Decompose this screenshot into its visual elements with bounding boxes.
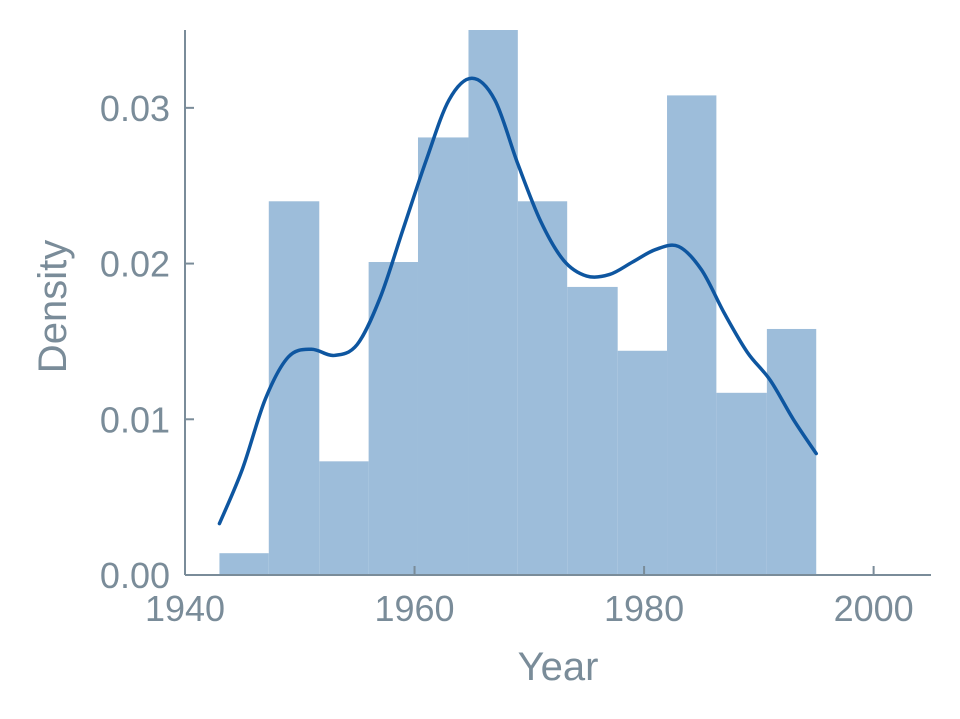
x-tick-label: 1960	[374, 588, 454, 629]
x-axis-ticks: 1940 1960 1980 2000	[145, 566, 914, 629]
y-tick-label: 0.02	[100, 244, 170, 285]
histogram-bar	[417, 137, 469, 575]
y-tick-label: 0.00	[100, 555, 170, 596]
x-tick-label: 1980	[604, 588, 684, 629]
y-tick-label: 0.01	[100, 399, 170, 440]
x-tick-label: 1940	[145, 588, 225, 629]
histogram-bar	[268, 201, 320, 576]
y-axis-title: Density	[31, 240, 75, 373]
x-axis-title: Year	[518, 645, 599, 689]
histogram-bar	[517, 201, 568, 576]
histogram-bar	[567, 286, 618, 575]
histogram-bar	[766, 328, 817, 575]
histogram-bar	[667, 95, 717, 576]
axes	[184, 30, 931, 576]
density-curve	[217, 76, 818, 526]
histogram-bar	[716, 392, 767, 575]
histogram-bar	[468, 30, 518, 575]
y-tick-label: 0.03	[100, 88, 170, 129]
histogram-bar	[219, 553, 269, 575]
x-tick-label: 2000	[834, 588, 914, 629]
histogram-bar	[617, 350, 668, 575]
y-axis-ticks: 0.00 0.01 0.02 0.03	[100, 88, 194, 596]
histogram-bar	[368, 262, 418, 575]
histogram-bars	[219, 30, 817, 576]
histogram-bar	[319, 461, 369, 575]
